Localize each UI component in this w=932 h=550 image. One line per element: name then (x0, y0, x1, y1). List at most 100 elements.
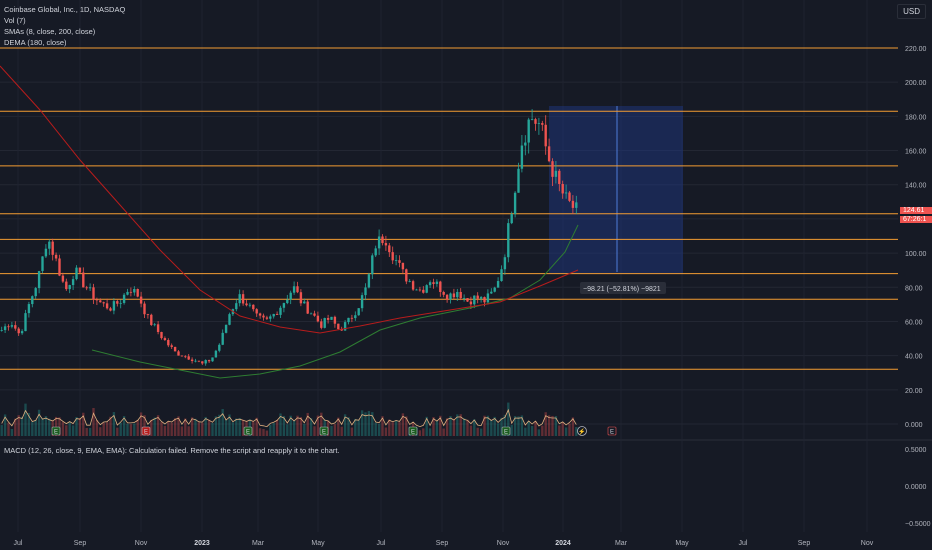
candle-body (48, 241, 51, 249)
volume-bar (554, 416, 558, 436)
volume-bar (544, 412, 547, 436)
candle-body (207, 360, 211, 362)
volume-bar (150, 420, 153, 436)
volume-bar (231, 422, 235, 436)
y-tick-label: 40.00 (905, 354, 923, 361)
candle-body (544, 124, 547, 147)
candle-body (323, 318, 326, 328)
volume-bar (160, 421, 163, 436)
macd-tick-label: 0.5000 (905, 447, 927, 454)
candle-body (146, 314, 150, 316)
candle-body (333, 316, 337, 324)
volume-bar (445, 418, 449, 436)
measure-box (549, 106, 683, 274)
candle-body (105, 303, 109, 309)
candle-body (289, 292, 292, 300)
candle-body (398, 260, 401, 263)
volume-bar (371, 412, 374, 436)
candle-body (459, 291, 462, 299)
volume-bar (374, 422, 377, 436)
candle-body (575, 202, 578, 208)
volume-bar (258, 428, 262, 436)
candle-body (394, 260, 398, 261)
candle-body (54, 254, 58, 259)
price-axis[interactable]: 220.00200.00180.00160.00140.00120.00100.… (905, 46, 927, 429)
symbol-title[interactable]: Coinbase Global, Inc., 1D, NASDAQ (4, 5, 126, 14)
candle-body (350, 317, 354, 319)
volume-bar (153, 417, 156, 436)
volume-bar (510, 424, 513, 436)
volume-bar (377, 423, 381, 436)
volume-bar (71, 425, 75, 436)
volume-bar (561, 422, 564, 436)
volume-bar (3, 414, 7, 436)
volume-bar (27, 412, 31, 436)
volume-bar (156, 415, 160, 436)
candle-body (377, 236, 381, 249)
vol-indicator-label[interactable]: Vol (7) (4, 16, 26, 25)
candle-body (428, 282, 432, 286)
candle-body (187, 356, 190, 360)
volume-bar (218, 414, 221, 436)
candle-body (228, 314, 231, 325)
volume-bar (48, 418, 51, 436)
volume-bar (24, 403, 27, 436)
earnings-marker: E (243, 426, 253, 436)
volume-bar (476, 427, 479, 436)
sma-indicator-label[interactable]: SMAs (8, close, 200, close) (4, 27, 96, 36)
time-axis[interactable]: Jul Sep Nov 2023 Mar May Jul Sep Nov 2024 Mar May Ju… (14, 540, 874, 547)
candle-body (190, 359, 194, 361)
volume-bar (384, 427, 388, 436)
volume-bar (564, 427, 568, 436)
candle-body (262, 315, 265, 318)
dema-indicator-label[interactable]: DEMA (180, close) (4, 38, 67, 47)
y-tick-label: 60.00 (905, 319, 923, 326)
horizontal-levels (0, 47, 898, 370)
candle-body (258, 313, 262, 316)
volume-bar (493, 416, 496, 436)
volume-bar (122, 416, 126, 436)
candle-body (75, 267, 78, 280)
candle-body (129, 291, 133, 293)
currency-badge[interactable]: USD (897, 4, 926, 19)
y-tick-label: 100.00 (905, 251, 927, 258)
dema-line (0, 65, 579, 334)
volume-bar (350, 427, 354, 436)
candle-body (214, 350, 218, 358)
volume-bar (235, 418, 238, 436)
x-tick-label: Jul (377, 540, 386, 547)
candle-body (102, 302, 105, 304)
candle-body (374, 248, 377, 256)
candle-body (170, 345, 173, 347)
candle-body (330, 316, 333, 320)
countdown-tag: 67:26:1 (900, 216, 932, 223)
candle-body (554, 170, 558, 177)
candle-body (17, 328, 20, 334)
macd-axis[interactable]: 0.5000 0.0000 −0.5000 (905, 447, 931, 528)
measure-label-bg (580, 282, 666, 294)
volume-bar (483, 415, 486, 436)
candle-body (122, 294, 126, 303)
candle-body (248, 304, 252, 306)
volume-bar (221, 409, 224, 436)
candle-body (139, 296, 143, 304)
x-tick-label: 2024 (555, 540, 571, 547)
volume-bar (167, 421, 170, 436)
volume-bar (197, 422, 201, 436)
candle-body (37, 271, 41, 289)
candle-body (88, 287, 92, 289)
macd-tick-label: −0.5000 (905, 521, 931, 528)
earnings-marker: E (141, 426, 151, 436)
volume-bar (99, 427, 102, 436)
volume-bar (527, 421, 530, 436)
volume-bar (490, 420, 493, 436)
candle-body (275, 313, 279, 315)
volume-bar (126, 423, 129, 436)
volume-bar (537, 429, 541, 436)
volume-bar (381, 416, 384, 436)
candle-body (309, 313, 313, 315)
candle-body (211, 357, 214, 362)
candle-body (180, 355, 184, 357)
measure-label: −98.21 (−52.81%) −9821 (583, 286, 661, 293)
